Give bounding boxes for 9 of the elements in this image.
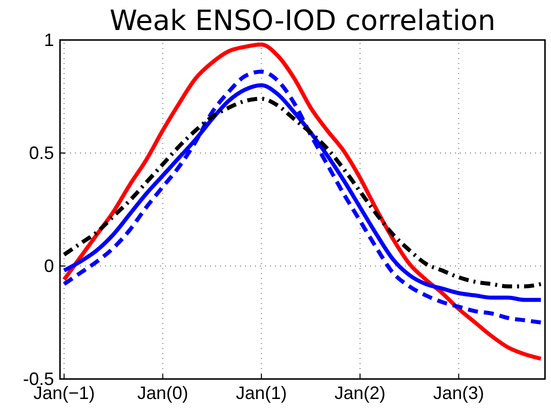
x-tick-label: Jan(2) [334,383,386,403]
y-tick-label: 0 [44,256,54,276]
x-tick-label: Jan(3) [433,383,484,403]
chart-title: Weak ENSO-IOD correlation [110,4,496,37]
line-series [62,42,543,361]
y-tick-label: 1 [44,30,54,50]
y-tick-label: 0.5 [28,143,54,163]
x-tick-label: Jan(0) [137,383,188,403]
x-tick-label: Jan(1) [236,383,287,403]
